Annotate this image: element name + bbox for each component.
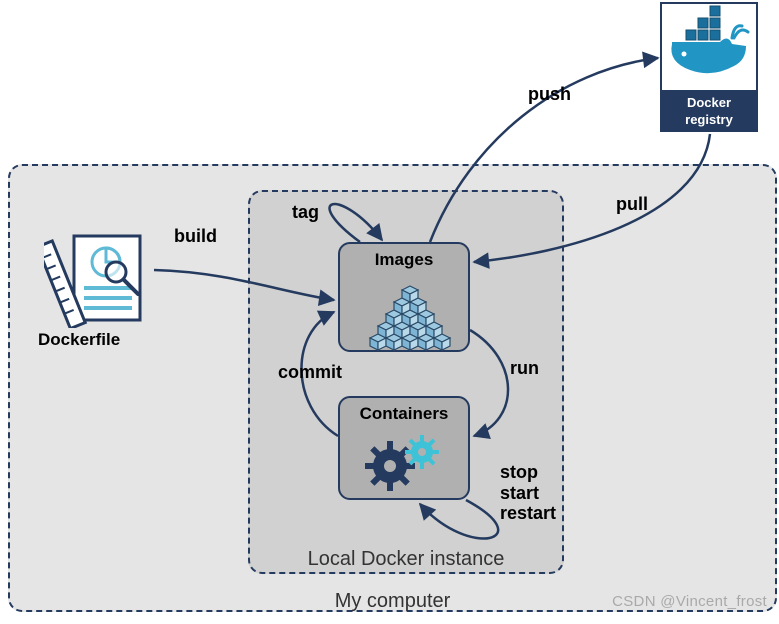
label-build: build — [174, 226, 217, 247]
label-run: run — [510, 358, 539, 379]
label-tag: tag — [292, 202, 319, 223]
label-pull: pull — [616, 194, 648, 215]
edge-run — [470, 330, 508, 436]
edge-pull — [474, 134, 710, 262]
edge-tag — [330, 204, 382, 242]
label-loop: stop start restart — [500, 462, 556, 524]
edge-loop — [420, 500, 498, 539]
edge-build — [154, 270, 334, 300]
arrows-layer — [0, 0, 779, 624]
watermark: CSDN @Vincent_frost — [612, 593, 767, 610]
label-commit: commit — [278, 362, 342, 383]
label-push: push — [528, 84, 571, 105]
